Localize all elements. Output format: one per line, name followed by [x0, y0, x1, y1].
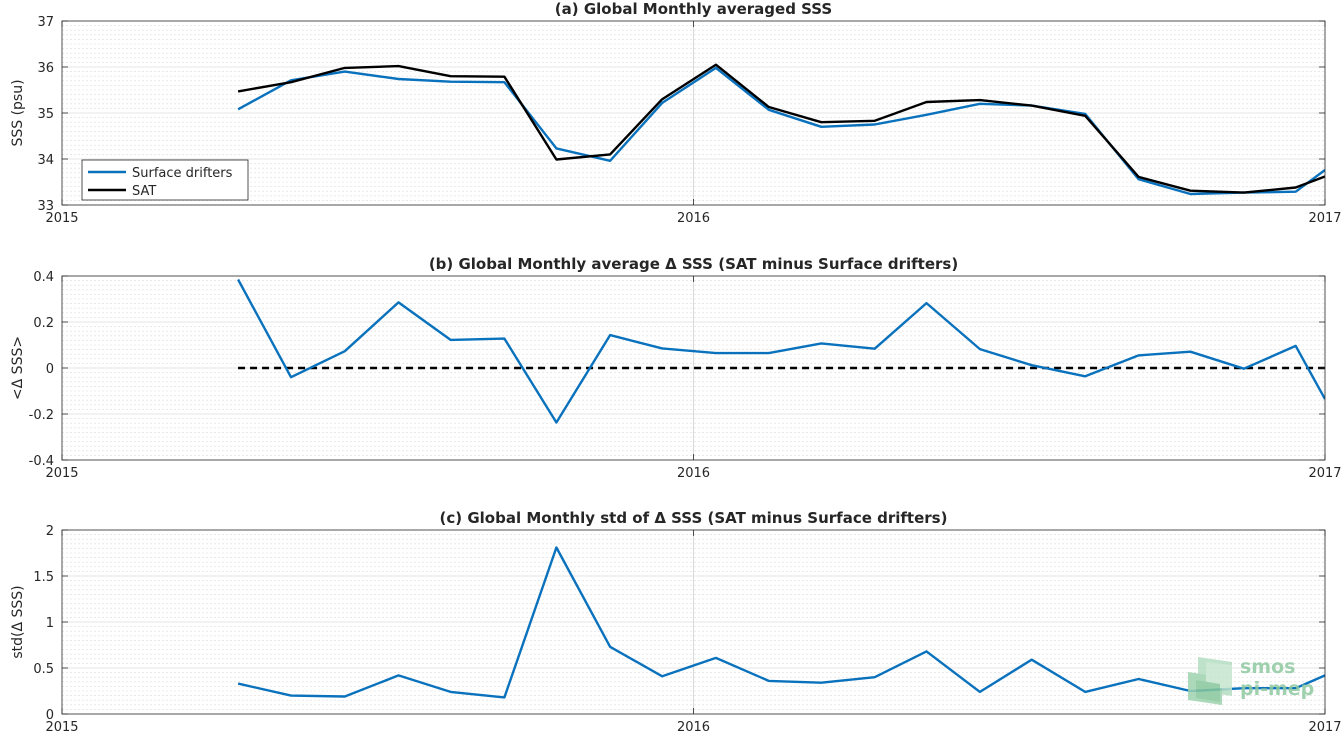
x-tick-label: 2016 — [677, 720, 710, 735]
y-tick-label: -0.2 — [29, 408, 54, 423]
y-tick-label: 1.5 — [33, 570, 54, 585]
x-tick-label: 2016 — [677, 466, 710, 481]
x-tick-label: 2017 — [1308, 466, 1341, 481]
y-tick-label: 0 — [46, 708, 54, 723]
series-line-delta-2 — [237, 546, 1325, 699]
ticks — [61, 20, 1326, 206]
y-axis-label: SSS (psu) — [10, 79, 26, 146]
logo-line-1: smos — [1240, 656, 1295, 678]
chart-panels: 33 34 35 36 37 2015 2016 2017 (a) Global Monthly… — [10, 0, 1342, 735]
series-line-surface-drifters — [237, 66, 1325, 196]
chart-title: (b) Global Monthly average Δ SSS (SAT mi… — [429, 255, 958, 273]
grid — [62, 21, 1325, 205]
y-tick-label: 37 — [37, 15, 54, 30]
ticks — [61, 529, 1326, 715]
legend-entry: Surface drifters — [132, 166, 233, 181]
grid — [62, 276, 1325, 460]
legend: Surface drifters SAT — [81, 159, 249, 201]
legend-entry: SAT — [132, 184, 156, 199]
y-tick-label: 35 — [37, 107, 54, 122]
x-tick-label: 2017 — [1308, 211, 1341, 226]
series-line-sat — [237, 63, 1325, 194]
y-tick-label: 2 — [46, 524, 54, 539]
y-tick-label: 33 — [37, 199, 54, 214]
logo-cube-icon — [1188, 657, 1232, 705]
chart-title: (c) Global Monthly std of Δ SSS (SAT min… — [440, 509, 948, 527]
legend-box — [81, 159, 249, 201]
x-tick-label: 2015 — [45, 720, 78, 735]
y-tick-label: 1 — [46, 616, 54, 631]
y-tick-label: 34 — [37, 153, 54, 168]
panel-2: 0 0.5 1 1.5 2 2015 2016 2017 (c) Global Monthly … — [10, 509, 1342, 735]
y-tick-label: 0.4 — [33, 270, 54, 285]
panel-1: -0.4 -0.2 0 0.2 0.4 2015 2016 2017 (b) Global Mo… — [10, 255, 1342, 481]
ticks — [61, 275, 1326, 461]
x-tick-label: 2015 — [45, 211, 78, 226]
y-axis-label: std(Δ SSS) — [10, 585, 26, 658]
y-tick-label: 0.5 — [33, 662, 54, 677]
y-tick-label: 0 — [46, 362, 54, 377]
logo-line-2: pi-mep — [1240, 678, 1314, 700]
y-tick-label: -0.4 — [29, 454, 54, 469]
smos-pi-mep-logo: smos pi-mep — [1188, 656, 1314, 705]
y-tick-label: 36 — [37, 61, 54, 76]
series-line-delta-1 — [237, 278, 1325, 424]
grid — [62, 530, 1325, 714]
x-tick-label: 2017 — [1308, 720, 1341, 735]
y-tick-label: 0.2 — [33, 316, 54, 331]
y-axis-label: <Δ SSS> — [10, 336, 26, 400]
chart-title: (a) Global Monthly averaged SSS — [555, 0, 832, 18]
x-tick-label: 2015 — [45, 466, 78, 481]
panel-0: 33 34 35 36 37 2015 2016 2017 (a) Global Monthly… — [10, 0, 1342, 226]
x-tick-label: 2016 — [677, 211, 710, 226]
